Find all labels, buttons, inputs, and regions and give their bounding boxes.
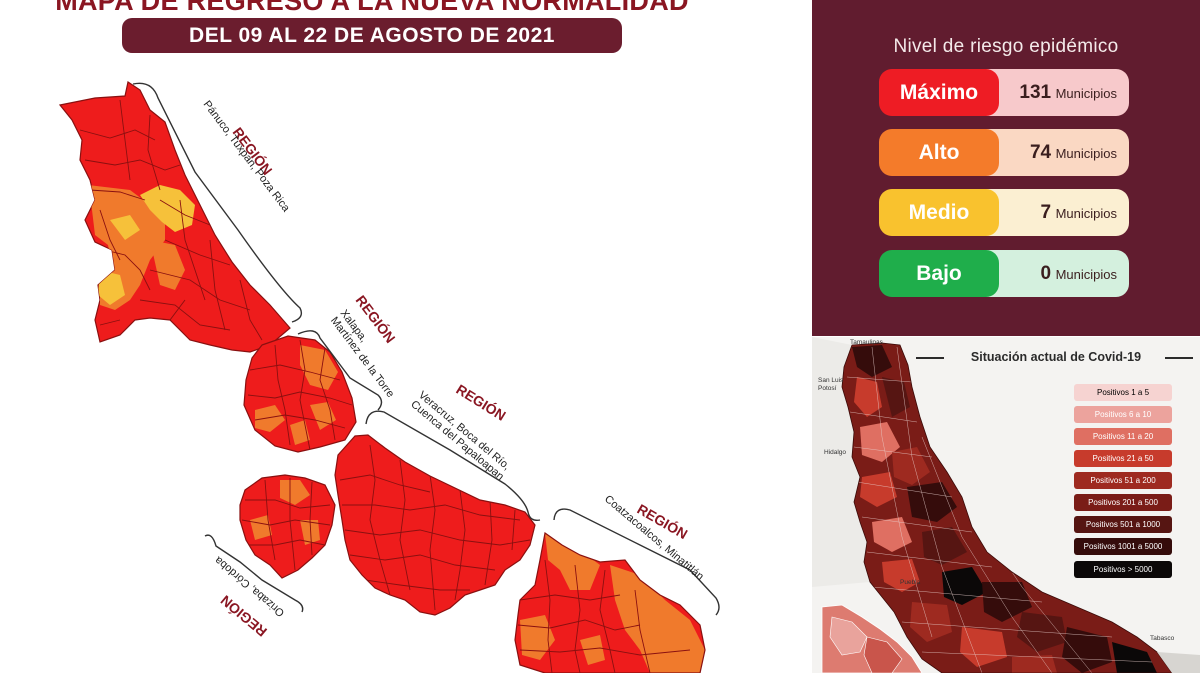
bracket-coatza xyxy=(553,508,720,616)
risk-row-medio: Medio 7 Municipios xyxy=(879,189,1129,236)
risk-legend-title: Nivel de riesgo epidémico xyxy=(893,36,1119,57)
bracket-north xyxy=(132,82,303,323)
legend-positivos-21-50: Positivos 21 a 50 xyxy=(1074,450,1172,467)
risk-count-unit: Municipios xyxy=(1055,206,1117,221)
map-title: MAPA DE REGRESO A LA NUEVA NORMALIDAD xyxy=(55,0,689,16)
region-veracruz-shape xyxy=(334,434,536,616)
risk-count: 74 Municipios xyxy=(975,129,1129,176)
state-label-puebla: Puebla xyxy=(900,579,921,586)
region-label-veracruz: REGIÓN xyxy=(453,380,509,424)
risk-count-number: 74 xyxy=(1029,142,1052,163)
bracket-xalapa xyxy=(297,330,383,411)
risk-legend-panel: Nivel de riesgo epidémico Máximo 131 Mun… xyxy=(812,0,1200,336)
covid-map-title: Situación actual de Covid-19 xyxy=(970,350,1142,364)
region-cities-line: Veracruz, Boca del Río, xyxy=(416,389,512,472)
covid-cases-map xyxy=(812,337,1200,673)
risk-map-panel: MAPA DE REGRESO A LA NUEVA NORMALIDAD DE… xyxy=(55,0,720,673)
risk-count: 0 Municipios xyxy=(975,250,1129,297)
risk-row-bajo: Bajo 0 Municipios xyxy=(879,250,1129,297)
risk-row-maximo: Máximo 131 Municipios xyxy=(879,69,1129,116)
risk-count-number: 131 xyxy=(1019,82,1052,103)
bracket-orizaba xyxy=(204,534,304,613)
region-coatzacoalcos-shape xyxy=(514,531,706,673)
legend-positivos-1-5: Positivos 1 a 5 xyxy=(1074,384,1172,401)
date-range-banner: DEL 09 AL 22 DE AGOSTO DE 2021 xyxy=(122,18,622,53)
state-label-tabasco: Tabasco xyxy=(1150,635,1175,642)
legend-positivos-501-1000: Positivos 501 a 1000 xyxy=(1074,516,1172,533)
legend-positivos-11-20: Positivos 11 a 20 xyxy=(1074,428,1172,445)
legend-positivos-201-500: Positivos 201 a 500 xyxy=(1074,494,1172,511)
risk-count-number: 7 xyxy=(1040,202,1052,223)
region-brackets xyxy=(132,82,720,616)
legend-positivos-5000-plus: Positivos > 5000 xyxy=(1074,561,1172,578)
state-label-tamaulipas: Tamaulipas xyxy=(850,339,883,346)
region-orizaba-shape xyxy=(239,474,336,579)
legend-positivos-1001-5000: Positivos 1001 a 5000 xyxy=(1074,538,1172,555)
legend-positivos-6-10: Positivos 6 a 10 xyxy=(1074,406,1172,423)
risk-level-label: Bajo xyxy=(879,250,999,297)
risk-count: 7 Municipios xyxy=(975,189,1129,236)
risk-count-unit: Municipios xyxy=(1055,267,1117,282)
veracruz-risk-map: REGIÓN Pánuco, Tuxpan, Poza Rica REGIÓN … xyxy=(59,81,720,673)
risk-row-alto: Alto 74 Municipios xyxy=(879,129,1129,176)
region-north-shape xyxy=(59,81,291,353)
state-label-slp: San Luis Potosí xyxy=(818,377,844,392)
risk-count-number: 0 xyxy=(1040,263,1052,284)
title-rule-right xyxy=(1165,357,1193,359)
risk-level-label: Alto xyxy=(879,129,999,176)
region-xalapa-shape xyxy=(243,335,357,453)
risk-count-unit: Municipios xyxy=(1055,86,1117,101)
legend-positivos-51-200: Positivos 51 a 200 xyxy=(1074,472,1172,489)
state-label-hidalgo: Hidalgo xyxy=(824,449,847,456)
covid-map-panel: Situación actual de Covid-19 Tamaulipas … xyxy=(812,337,1200,673)
title-rule-left xyxy=(916,357,944,359)
risk-count: 131 Municipios xyxy=(975,69,1129,116)
bracket-veracruz xyxy=(365,410,541,522)
risk-level-label: Medio xyxy=(879,189,999,236)
risk-level-label: Máximo xyxy=(879,69,999,116)
region-word: REGIÓN xyxy=(453,380,509,424)
mexico-inset xyxy=(821,604,923,673)
risk-count-unit: Municipios xyxy=(1055,146,1117,161)
